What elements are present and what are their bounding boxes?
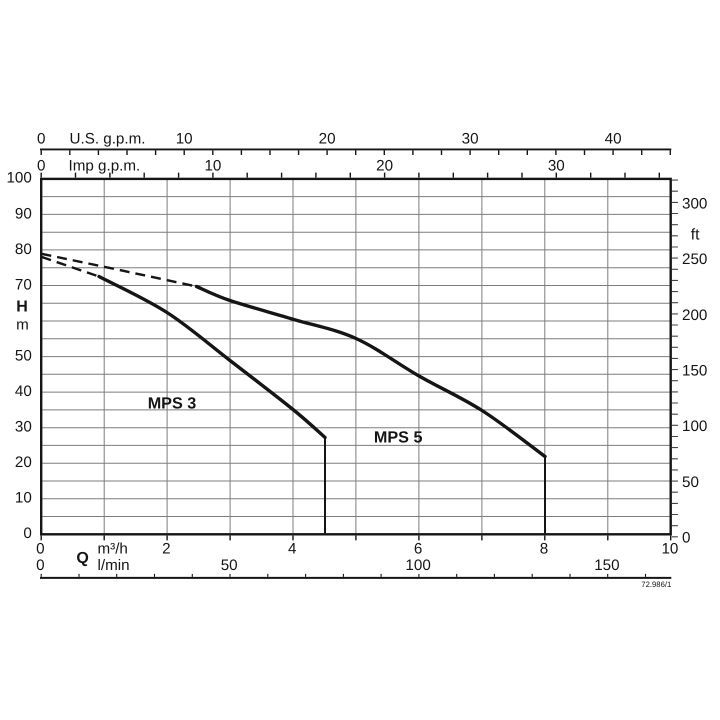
svg-text:250: 250 (682, 251, 707, 268)
svg-text:200: 200 (682, 307, 707, 324)
svg-text:10: 10 (15, 490, 32, 507)
svg-text:0: 0 (23, 525, 31, 542)
svg-text:150: 150 (682, 363, 707, 380)
svg-text:30: 30 (548, 158, 565, 175)
svg-text:90: 90 (15, 205, 32, 222)
svg-text:0: 0 (37, 158, 45, 175)
svg-text:300: 300 (682, 195, 707, 212)
svg-text:MPS 3: MPS 3 (148, 394, 197, 412)
svg-text:100: 100 (6, 170, 31, 187)
svg-text:8: 8 (540, 541, 548, 558)
svg-text:50: 50 (682, 474, 699, 491)
svg-text:100: 100 (405, 557, 430, 574)
svg-text:70: 70 (15, 276, 32, 293)
svg-text:72.986/1: 72.986/1 (641, 580, 671, 589)
svg-text:20: 20 (376, 158, 393, 175)
svg-text:Q: Q (76, 550, 88, 567)
svg-text:20: 20 (319, 131, 336, 148)
svg-text:30: 30 (462, 131, 479, 148)
svg-text:80: 80 (15, 241, 32, 258)
svg-text:40: 40 (605, 131, 622, 148)
svg-text:0: 0 (36, 557, 44, 574)
svg-text:150: 150 (594, 557, 619, 574)
svg-text:U.S. g.p.m.: U.S. g.p.m. (70, 131, 146, 148)
svg-text:0: 0 (36, 541, 44, 558)
svg-text:30: 30 (15, 419, 32, 436)
svg-text:0: 0 (37, 131, 45, 148)
svg-text:10: 10 (204, 158, 221, 175)
svg-text:100: 100 (682, 418, 707, 435)
svg-text:6: 6 (414, 541, 422, 558)
svg-text:m³/h: m³/h (98, 541, 128, 558)
svg-text:l/min: l/min (98, 557, 130, 574)
svg-text:50: 50 (15, 348, 32, 365)
svg-text:20: 20 (15, 454, 32, 471)
svg-text:0: 0 (682, 530, 690, 547)
svg-text:ft: ft (691, 227, 700, 244)
svg-text:40: 40 (15, 383, 32, 400)
svg-text:m: m (16, 317, 29, 334)
svg-text:10: 10 (661, 541, 678, 558)
svg-text:4: 4 (288, 541, 296, 558)
svg-text:10: 10 (176, 131, 193, 148)
svg-text:2: 2 (162, 541, 170, 558)
svg-text:Imp g.p.m.: Imp g.p.m. (69, 158, 141, 175)
svg-text:H: H (16, 299, 28, 316)
svg-text:50: 50 (221, 557, 238, 574)
svg-text:MPS 5: MPS 5 (374, 428, 423, 446)
